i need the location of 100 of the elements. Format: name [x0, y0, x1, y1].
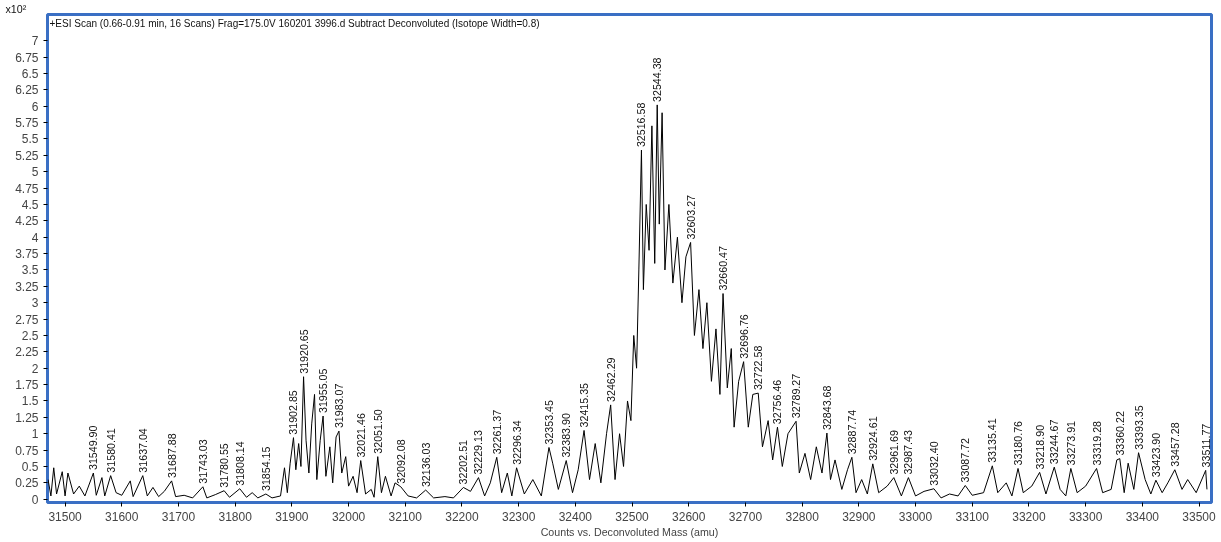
annotation: 32229.13 — [472, 430, 485, 475]
annotation: 33087.72 — [959, 437, 972, 483]
x-tick-label: 31900 — [275, 509, 309, 524]
annotation: 32202.51 — [457, 439, 470, 485]
annotation: 32603.27 — [684, 194, 697, 240]
x-tick-label: 33300 — [1068, 509, 1103, 524]
annotation: 32696.76 — [737, 314, 750, 359]
x-tick-label: 31600 — [105, 509, 139, 524]
annotation: 32136.03 — [419, 442, 432, 488]
y-tick-label: 6 — [31, 99, 39, 114]
annotation: 32987.43 — [902, 430, 915, 475]
annotation: 32887.74 — [845, 409, 858, 455]
annotation: 33457.28 — [1168, 422, 1181, 467]
annotation: 32756.46 — [771, 379, 784, 425]
y-tick-label: 0.75 — [15, 443, 39, 458]
annotation: 31854.15 — [259, 446, 272, 491]
annotation: 31687.88 — [165, 433, 178, 478]
annotation: 31808.14 — [233, 441, 246, 486]
x-tick-label: 33500 — [1182, 509, 1217, 524]
annotation: 32789.27 — [790, 373, 803, 419]
x-tick-label: 31700 — [161, 509, 196, 524]
y-tick-label: 6.25 — [15, 83, 39, 98]
y-tick-label: 7 — [31, 34, 39, 49]
annotation: 31549.90 — [87, 425, 100, 471]
x-tick-label: 33100 — [955, 509, 990, 524]
x-tick-label: 32000 — [331, 509, 366, 524]
y-tick-label: 0.5 — [21, 459, 39, 474]
annotation: 32092.08 — [394, 439, 407, 484]
y-tick-label: 2 — [31, 361, 39, 376]
annotation: 31637.04 — [136, 428, 149, 473]
y-tick-label: 4.75 — [15, 181, 39, 196]
annotation: 32516.58 — [635, 102, 648, 148]
x-tick-label: 32600 — [672, 509, 706, 524]
y-tick-label: 5 — [31, 165, 39, 180]
y-tick-label: 2.75 — [15, 312, 39, 327]
annotation: 32383.90 — [560, 413, 573, 458]
y-tick-label: 3.25 — [15, 279, 39, 294]
annotation: 33135.41 — [986, 418, 999, 463]
annotation: 31743.03 — [196, 439, 209, 484]
annotation: 32924.61 — [866, 416, 879, 461]
y-tick-label: 4.5 — [21, 197, 39, 212]
annotation: 31983.07 — [332, 383, 345, 429]
annotation: 33244.67 — [1048, 419, 1061, 465]
x-tick-label: 32200 — [445, 509, 479, 524]
annotation: 32353.45 — [542, 399, 555, 445]
y-tick-label: 6.5 — [21, 66, 39, 81]
y-tick-label: 5.5 — [21, 132, 39, 147]
annotation: 32415.35 — [578, 382, 591, 428]
y-tick-label: 0 — [31, 492, 39, 507]
y-tick-label: 4 — [31, 230, 39, 245]
x-tick-label: 32800 — [785, 509, 820, 524]
y-tick-label: 3.75 — [15, 247, 39, 262]
annotation: 31580.41 — [104, 428, 117, 473]
annotation: 33180.76 — [1012, 420, 1025, 466]
y-tick-label: 4.25 — [15, 214, 39, 229]
y-tick-label: 1 — [31, 427, 39, 442]
y-tick-label: 1.75 — [15, 378, 39, 393]
annotation: 32296.34 — [510, 420, 523, 465]
x-tick-label: 31800 — [218, 509, 253, 524]
x-tick-label: 33200 — [1012, 509, 1046, 524]
x-tick-label: 32300 — [501, 509, 536, 524]
annotation: 31955.05 — [317, 368, 330, 414]
x-axis-title: Counts vs. Deconvoluted Mass (amu) — [540, 525, 719, 538]
y-tick-label: 6.75 — [15, 50, 39, 65]
annotation: 33319.28 — [1090, 420, 1103, 466]
x-tick-label: 32100 — [388, 509, 423, 524]
annotation: 32462.29 — [604, 357, 617, 402]
annotation: 33511.77 — [1199, 423, 1212, 468]
annotation: 32261.37 — [490, 409, 503, 455]
annotation: 31902.85 — [287, 390, 300, 435]
annotation: 33423.90 — [1149, 432, 1162, 478]
y-tick-label: 3.5 — [21, 263, 39, 278]
annotation: 32544.38 — [651, 57, 664, 102]
y-tick-label: 5.25 — [15, 148, 39, 163]
annotation: 31780.55 — [218, 443, 231, 488]
y-tick-label: 0.25 — [15, 476, 39, 491]
x-tick-label: 32400 — [558, 509, 593, 524]
x-tick-label: 32500 — [615, 509, 650, 524]
y-tick-label: 2.5 — [21, 328, 39, 343]
y-tick-label: 3 — [31, 296, 39, 311]
annotation: 32021.46 — [354, 413, 367, 458]
x-tick-label: 32700 — [728, 509, 763, 524]
annotation: 32722.58 — [752, 345, 765, 391]
x-tick-label: 33000 — [898, 509, 933, 524]
y-tick-label: 5.75 — [15, 116, 39, 131]
annotation: 33393.35 — [1132, 405, 1145, 450]
annotation: 33218.90 — [1033, 424, 1046, 470]
x-tick-label: 32900 — [842, 509, 876, 524]
annotation: 31920.65 — [297, 329, 310, 374]
annotation: 33273.91 — [1064, 420, 1077, 466]
chart-title: +ESI Scan (0.66-0.91 min, 16 Scans) Frag=175.0V 160201 3996.d Subtract Deconvoluted (Isotope Width=0.8) — [49, 17, 540, 29]
y-tick-label: 1.5 — [21, 394, 39, 409]
annotation: 32843.68 — [820, 385, 833, 431]
annotation: 33360.22 — [1113, 411, 1126, 456]
y-tick-label: 1.25 — [15, 410, 39, 425]
annotation: 32051.50 — [371, 409, 384, 454]
x-tick-label: 33400 — [1125, 509, 1160, 524]
x-tick-label: 31500 — [48, 509, 83, 524]
y-axis-title: x10² — [5, 2, 27, 15]
annotation: 32660.47 — [717, 246, 730, 291]
